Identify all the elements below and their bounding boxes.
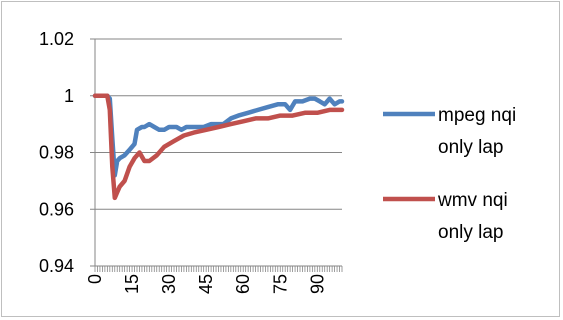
y-tick-label: 1.02 [39, 29, 74, 49]
series-line-2 [92, 93, 345, 201]
x-tick-label: 0 [85, 274, 105, 284]
gridlines [95, 38, 342, 210]
y-tick-label: 0.98 [39, 143, 74, 163]
axes [90, 38, 343, 272]
x-tick-label: 60 [233, 274, 253, 294]
series-line-1 [92, 93, 345, 178]
x-tick-label: 45 [196, 274, 216, 294]
x-tick-label: 15 [122, 274, 142, 294]
x-tick-label: 90 [307, 274, 327, 294]
series-lines [92, 93, 345, 201]
y-tick-label: 0.94 [39, 256, 74, 276]
legend: mpeg nqi only lap wmv nqi only lap [383, 105, 516, 243]
legend-label-1: mpeg nqi only lap [438, 105, 516, 158]
legend-label-2: wmv nqi only lap [437, 190, 508, 243]
x-tick-label: 75 [270, 274, 290, 294]
y-axis-tick-labels: 1.02 1 0.98 0.96 0.94 [39, 29, 74, 276]
x-axis-tick-labels: 0 15 30 45 60 75 90 [85, 274, 327, 294]
x-tick-label: 30 [159, 274, 179, 294]
y-tick-label: 1 [64, 86, 74, 106]
y-tick-label: 0.96 [39, 199, 74, 219]
